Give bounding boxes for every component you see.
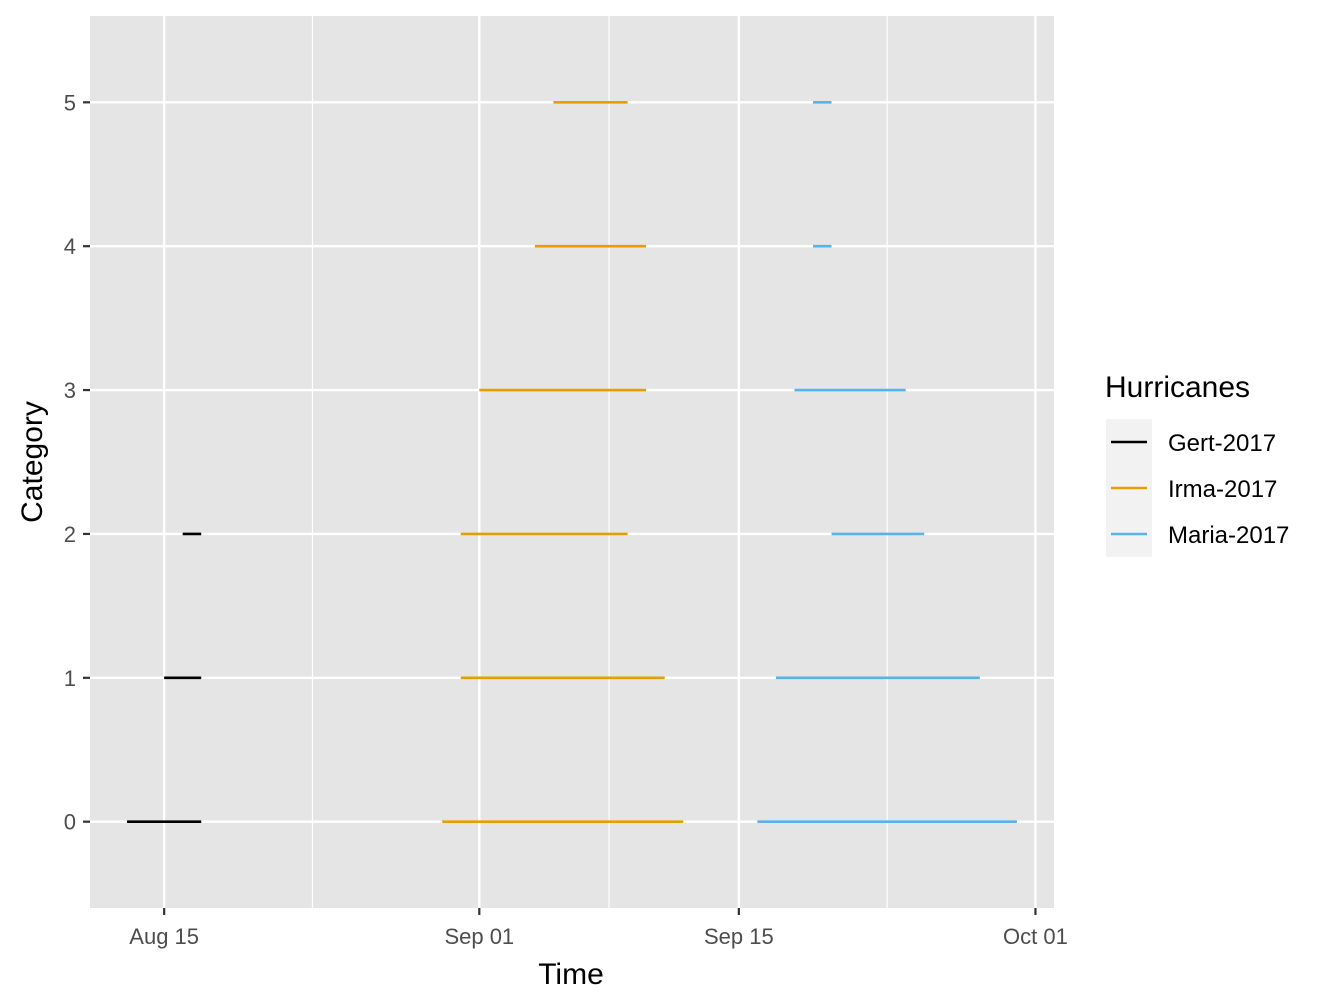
y-tick-label: 2 [64, 522, 76, 547]
x-tick-label: Sep 01 [444, 924, 514, 949]
legend-label: Irma-2017 [1168, 476, 1277, 503]
legend-label: Gert-2017 [1168, 430, 1276, 457]
x-tick-label: Aug 15 [129, 924, 199, 949]
data-series [127, 101, 1017, 823]
series-gert-2017 [127, 532, 202, 823]
x-axis-title: Time [538, 958, 604, 991]
minor-gridlines [311, 16, 888, 908]
y-tick-label: 4 [64, 234, 76, 259]
legend-label: Maria-2017 [1168, 522, 1289, 549]
y-axis-title: Category [16, 401, 49, 523]
series-irma-2017 [442, 101, 684, 823]
y-tick-label: 3 [64, 378, 76, 403]
y-tick-label: 1 [64, 666, 76, 691]
x-axis: Aug 15 Sep 01 Sep 15 Oct 01 [129, 908, 1068, 949]
series-maria-2017 [757, 101, 1017, 823]
y-axis: 0 1 2 3 4 5 [64, 90, 90, 835]
plot-panel [90, 16, 1054, 908]
y-tick-label: 5 [64, 90, 76, 115]
x-tick-label: Oct 01 [1003, 924, 1068, 949]
legend: Hurricanes Gert-2017 Irma-2017 Maria-2017 [1105, 371, 1289, 557]
y-tick-label: 0 [64, 810, 76, 835]
x-tick-label: Sep 15 [704, 924, 774, 949]
legend-title: Hurricanes [1105, 371, 1250, 404]
